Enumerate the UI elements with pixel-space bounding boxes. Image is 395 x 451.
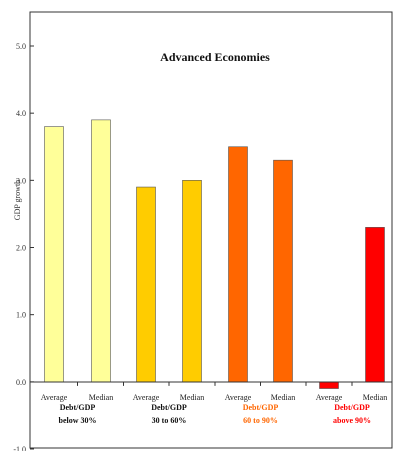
y-tick-label: 5.0 xyxy=(16,42,26,51)
group-label-line2: 60 to 90% xyxy=(243,416,278,425)
bar xyxy=(91,119,111,383)
group-label-line1: Debt/GDP xyxy=(151,403,187,412)
category-label: Average xyxy=(225,393,252,402)
bar xyxy=(319,381,339,389)
y-tick-label: -1.0 xyxy=(13,445,26,451)
chart-title: Advanced Economies xyxy=(160,50,270,64)
group-labels: Debt/GDP below 30% Debt/GDP 30 to 60% Debt/G… xyxy=(59,403,372,425)
category-label: Median xyxy=(271,393,295,402)
group-label-line1: Debt/GDP xyxy=(60,403,96,412)
y-tick-label: 2.0 xyxy=(16,244,26,253)
category-labels: Average Median Average Median Average Median A… xyxy=(41,393,387,402)
category-label: Average xyxy=(133,393,160,402)
bar xyxy=(182,180,202,383)
category-label: Median xyxy=(180,393,204,402)
bar xyxy=(273,159,293,383)
y-tick-label: 3.0 xyxy=(16,176,26,185)
y-tick-label: 4.0 xyxy=(16,109,26,118)
bar xyxy=(136,186,156,383)
plot-frame xyxy=(29,11,393,449)
group-label-line2: above 90% xyxy=(333,416,371,425)
bars xyxy=(44,119,385,389)
group-label-line2: below 30% xyxy=(59,416,97,425)
group-label-line1: Debt/GDP xyxy=(243,403,279,412)
bar xyxy=(228,146,248,383)
group-label-line1: Debt/GDP xyxy=(334,403,370,412)
category-label: Median xyxy=(89,393,113,402)
group-label-line2: 30 to 60% xyxy=(152,416,187,425)
bar xyxy=(365,227,385,383)
x-axis-ticks xyxy=(29,381,393,386)
category-label: Average xyxy=(41,393,68,402)
y-axis-label: GDP growth xyxy=(13,180,22,220)
y-tick-label: 0.0 xyxy=(16,378,26,387)
bar xyxy=(44,126,64,383)
category-label: Average xyxy=(316,393,343,402)
y-tick-label: 1.0 xyxy=(16,311,26,320)
category-label: Median xyxy=(363,393,387,402)
